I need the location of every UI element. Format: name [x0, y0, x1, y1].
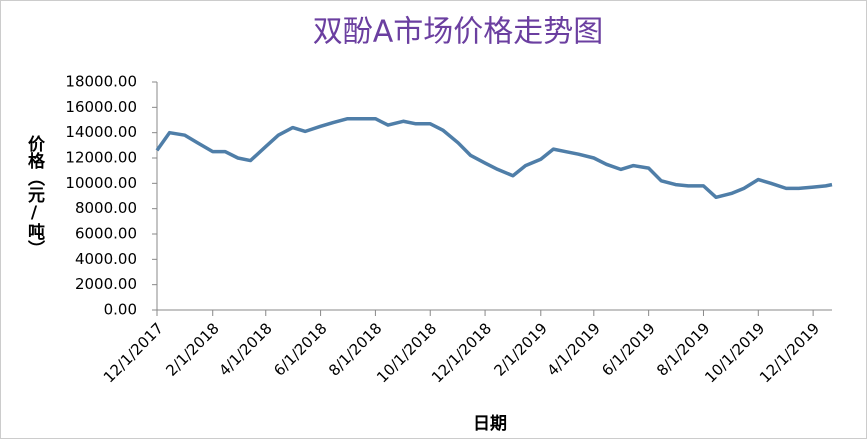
y-tick-label: 4000.00: [75, 250, 137, 268]
x-axis-label: 日期: [473, 414, 507, 434]
y-tick-label: 16000.00: [65, 98, 137, 116]
y-tick-label: 2000.00: [75, 275, 137, 293]
chart-title: 双酚A市场价格走势图: [313, 15, 604, 50]
y-tick-label: 18000.00: [65, 73, 137, 91]
y-tick-label: 0.00: [104, 301, 137, 319]
y-tick-label: 12000.00: [65, 149, 137, 167]
y-axis-label: 价格（元/吨）: [24, 135, 45, 257]
y-tick-label: 6000.00: [75, 225, 137, 243]
y-tick-label: 8000.00: [75, 199, 137, 217]
y-tick-label: 14000.00: [65, 123, 137, 141]
line-series: [155, 116, 833, 200]
y-tick-label: 10000.00: [65, 174, 137, 192]
